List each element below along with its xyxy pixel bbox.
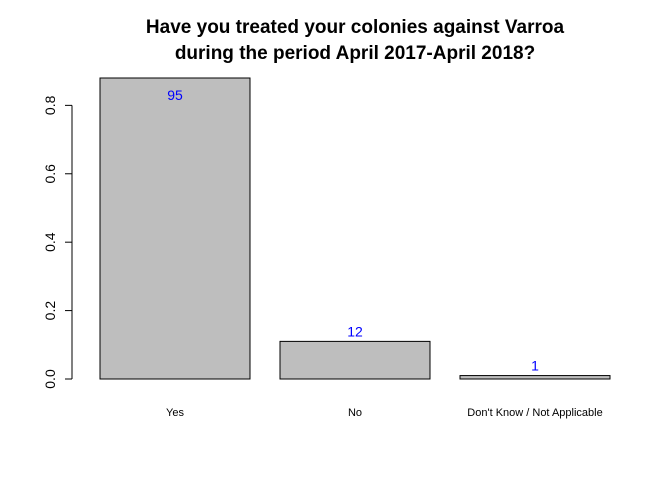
y-tick-label: 0.0	[42, 369, 58, 389]
bar	[459, 375, 611, 380]
x-category-label: Yes	[166, 407, 184, 419]
y-axis: 0.0 0.2 0.4 0.6 0.8	[42, 95, 73, 389]
y-tick-label: 0.2	[42, 301, 58, 321]
x-category-label: Don't Know / Not Applicable	[467, 407, 602, 419]
data-label: 1	[531, 358, 539, 374]
bar	[99, 77, 251, 380]
bars	[99, 77, 611, 380]
bar	[279, 340, 431, 380]
data-labels: 95 12 1	[167, 87, 539, 374]
chart-title-line-1: Have you treated your colonies against V…	[146, 17, 565, 38]
y-tick-label: 0.6	[42, 164, 58, 184]
y-tick-label: 0.8	[42, 95, 58, 115]
data-label: 95	[167, 87, 183, 103]
y-tick-label: 0.4	[42, 232, 58, 252]
data-label: 12	[347, 323, 363, 339]
chart-title: Have you treated your colonies against V…	[146, 17, 565, 64]
x-category-label: No	[348, 407, 362, 419]
chart-title-line-2: during the period April 2017-April 2018?	[175, 43, 535, 64]
x-axis-labels: Yes No Don't Know / Not Applicable	[166, 407, 603, 419]
